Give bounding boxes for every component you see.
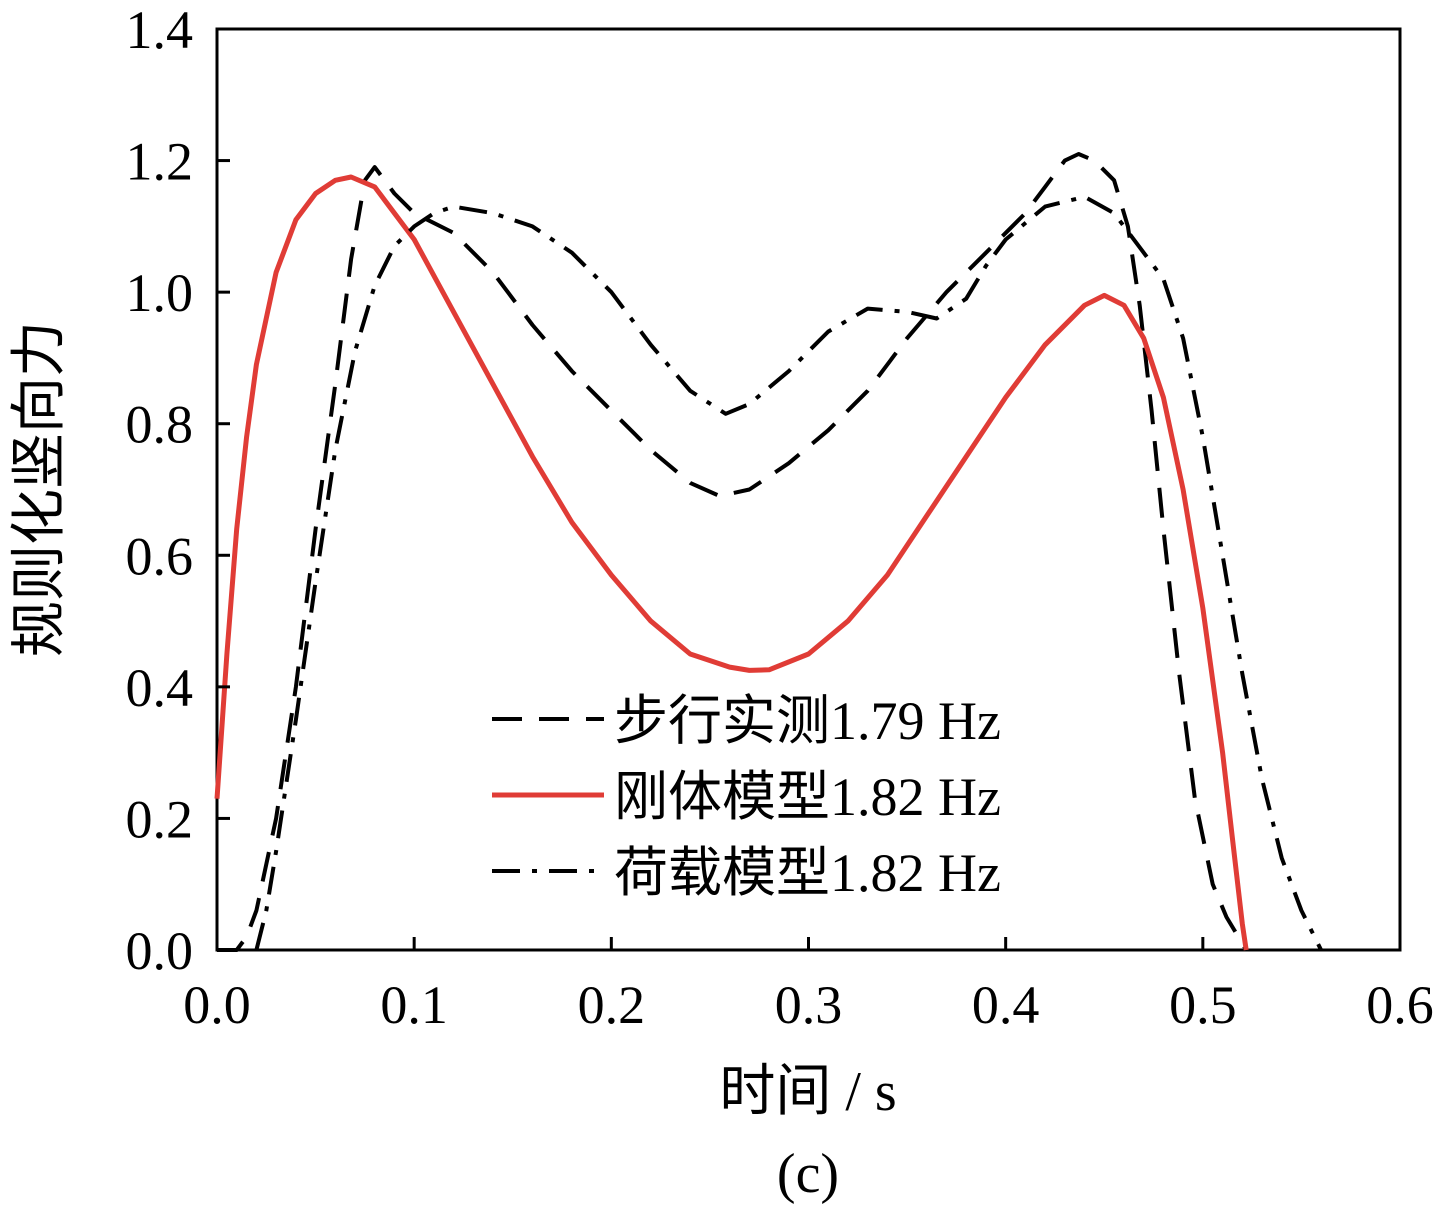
x-axis: 0.0 0.1 0.2 0.3 0.4 0.5 0.6 xyxy=(183,937,1434,1035)
series-line-1 xyxy=(217,152,1248,952)
legend-label-1: 步行实测1.79 Hz xyxy=(614,691,1001,751)
series-line-3 xyxy=(254,194,1323,951)
legend-label-2: 刚体模型1.82 Hz xyxy=(614,767,1001,827)
x-tick-label: 0.3 xyxy=(775,975,843,1035)
series-layer xyxy=(214,152,1323,952)
x-tick-label: 0.4 xyxy=(972,975,1040,1035)
y-tick-label: 0.4 xyxy=(126,658,194,718)
y-tick-label: 1.4 xyxy=(126,0,194,60)
legend-label-3: 荷载模型1.82 Hz xyxy=(614,843,1001,903)
x-tick-label: 0.2 xyxy=(578,975,646,1035)
y-tick-label: 1.2 xyxy=(126,132,194,192)
x-tick-label: 0.0 xyxy=(183,975,251,1035)
legend: 步行实测1.79 Hz 刚体模型1.82 Hz 荷载模型1.82 Hz xyxy=(492,691,1001,903)
x-axis-label: 时间 / s xyxy=(719,1061,896,1123)
y-axis-label: 规则化竖向力 xyxy=(9,321,71,657)
series-line-2 xyxy=(214,174,1249,951)
x-tick-label: 0.5 xyxy=(1169,975,1237,1035)
panel-label: (c) xyxy=(777,1143,839,1205)
y-tick-label: 0.8 xyxy=(126,395,194,455)
x-tick-label: 0.6 xyxy=(1366,975,1434,1035)
y-tick-label: 0.2 xyxy=(126,789,194,849)
y-tick-label: 1.0 xyxy=(126,263,194,323)
x-tick-label: 0.1 xyxy=(380,975,448,1035)
y-axis: 0.0 0.2 0.4 0.6 0.8 1.0 1.2 1.4 xyxy=(126,0,230,981)
y-tick-label: 0.0 xyxy=(126,921,194,981)
y-tick-label: 0.6 xyxy=(126,526,194,586)
